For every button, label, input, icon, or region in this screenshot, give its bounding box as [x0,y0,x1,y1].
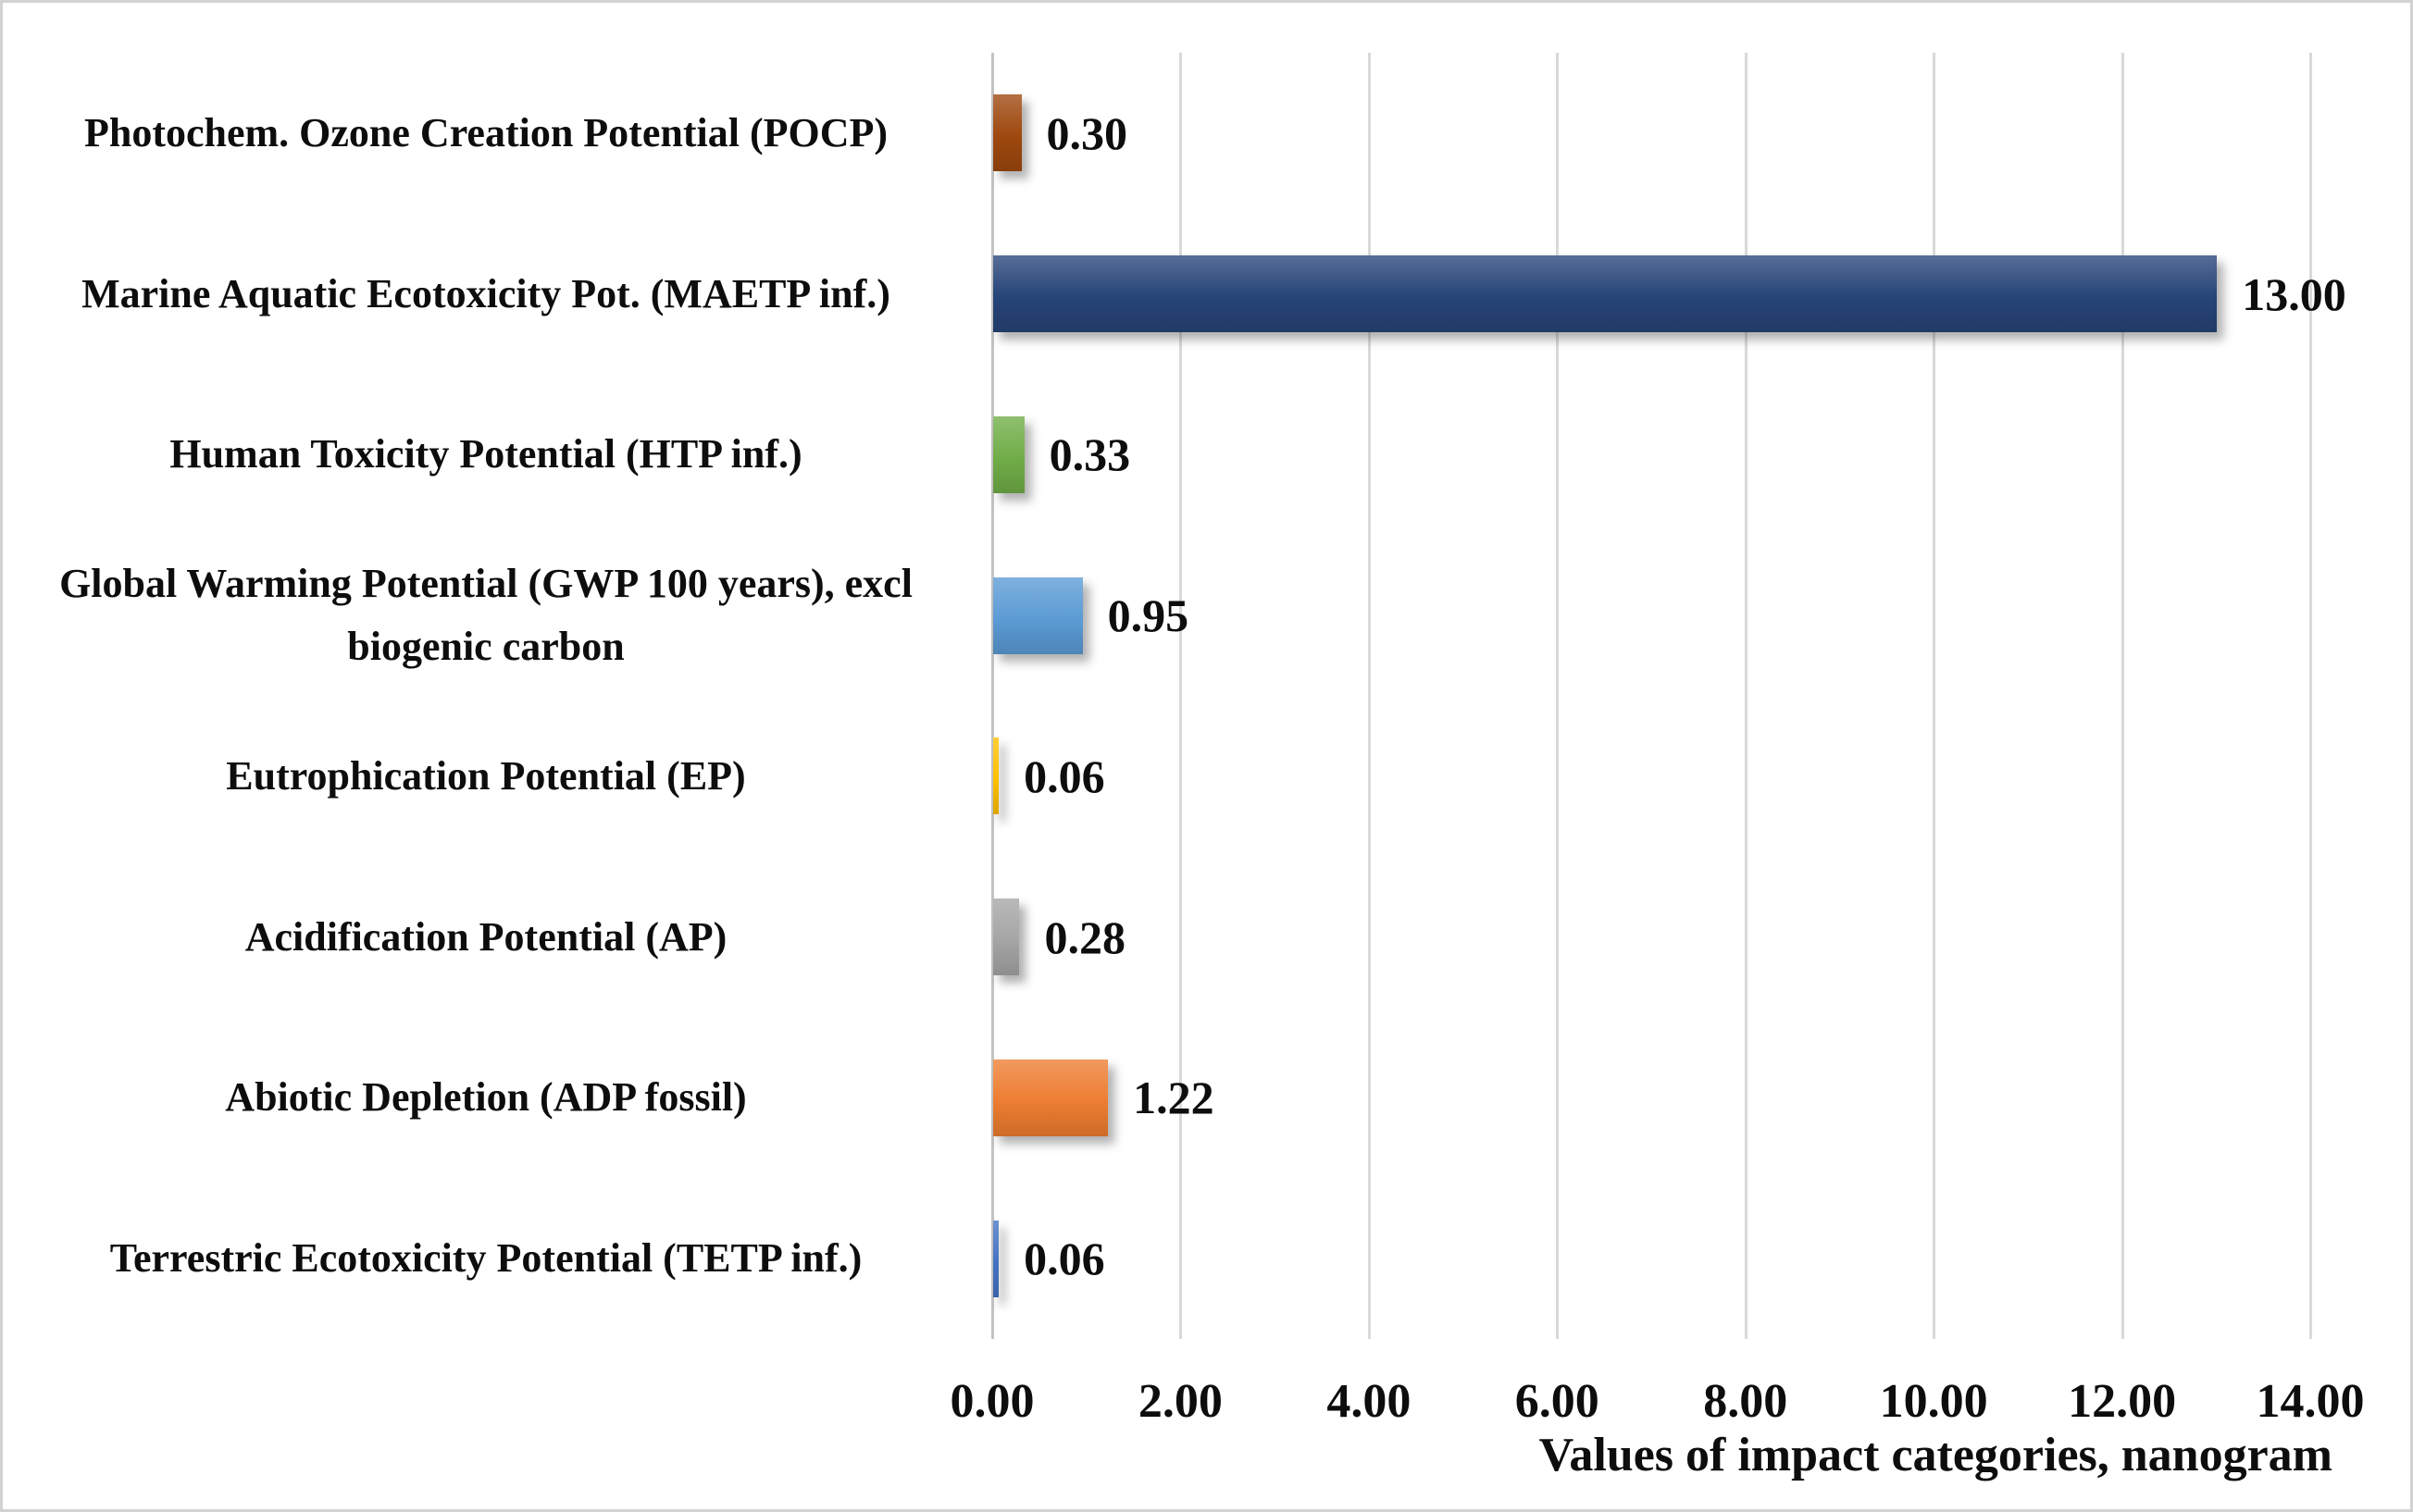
category-label-text: Human Toxicity Potential (HTP inf.) [169,431,802,477]
bar [993,576,1083,654]
bar [993,1059,1109,1136]
x-tick-label: 2.00 [1138,1375,1223,1428]
bar-value-label: 0.06 [1024,750,1105,802]
category-label: Global Warming Potential (GWP 100 years)… [9,552,963,678]
category-label-text: Terrestric Ecotoxicity Potential (TETP i… [109,1235,863,1282]
bar-value-label: 0.95 [1107,589,1189,642]
y-axis-line [991,53,994,1339]
bar [993,899,1020,976]
x-tick-label: 6.00 [1514,1375,1599,1428]
bar-value-label: 0.28 [1044,911,1126,963]
bar-value-label: 0.30 [1046,106,1128,159]
x-tick-label: 4.00 [1326,1375,1412,1428]
x-tick-label: 8.00 [1703,1375,1788,1428]
gridline [2121,53,2124,1339]
bar [993,737,1000,815]
category-label: Photochem. Ozone Creation Potential (POC… [9,102,963,165]
gridline [2309,53,2312,1339]
gridline [1744,53,1748,1339]
category-label: Marine Aquatic Ecotoxicity Pot. (MAETP i… [9,263,963,326]
category-label: Human Toxicity Potential (HTP inf.) [9,423,963,486]
category-label: Eutrophication Potential (EP) [9,745,963,808]
category-label-text: Marine Aquatic Ecotoxicity Pot. (MAETP i… [81,270,890,316]
plot-area [991,53,2312,1339]
category-label-text: Abiotic Depletion (ADP fossil) [225,1074,747,1121]
x-axis-title: Values of impact categories, nanogram [1538,1429,2332,1481]
bar-value-label: 0.33 [1049,428,1131,481]
bar [993,415,1025,493]
bar-value-label: 13.00 [2242,267,2346,320]
x-tick-label: 10.00 [1879,1375,1988,1428]
gridline [1933,53,1936,1339]
category-label-text: Photochem. Ozone Creation Potential (POC… [83,109,888,155]
x-tick-label: 0.00 [950,1375,1035,1428]
gridline [1556,53,1560,1339]
gridline [1367,53,1371,1339]
category-label-text: Eutrophication Potential (EP) [226,752,746,799]
category-label-text: Acidification Potential (AP) [244,913,728,960]
bar-value-label: 0.06 [1024,1233,1105,1285]
bar [993,1220,1000,1297]
category-label: Abiotic Depletion (ADP fossil) [9,1066,963,1129]
bar-value-label: 1.22 [1133,1072,1214,1124]
bar [993,255,2218,333]
gridline [1179,53,1183,1339]
category-label: Terrestric Ecotoxicity Potential (TETP i… [9,1227,963,1290]
bar [993,94,1022,172]
category-label: Acidification Potential (AP) [9,906,963,969]
x-tick-label: 12.00 [2068,1375,2177,1428]
category-label-text: Global Warming Potential (GWP 100 years)… [59,560,913,670]
x-tick-label: 14.00 [2256,1375,2365,1428]
